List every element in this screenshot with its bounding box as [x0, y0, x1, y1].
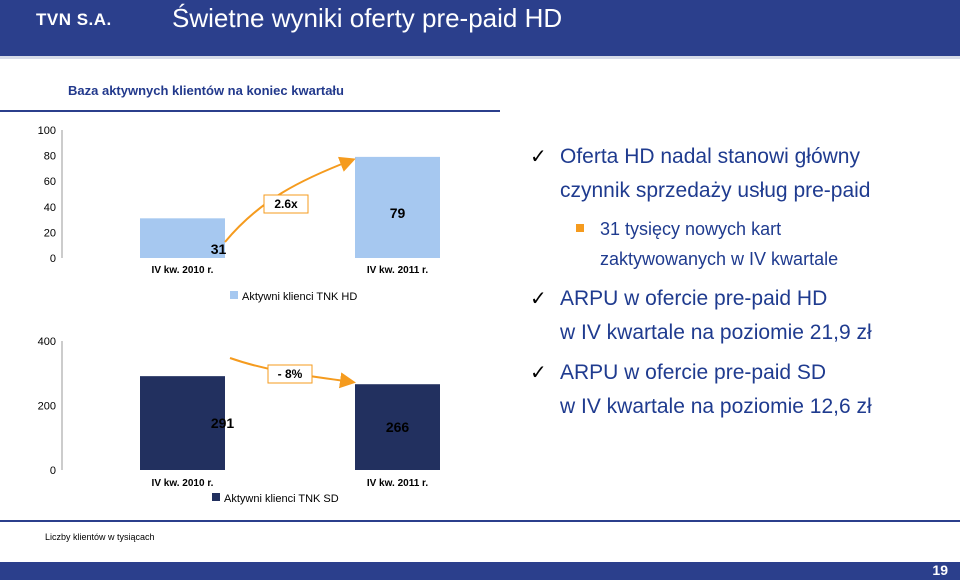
- bullet-list: ✓ Oferta HD nadal stanowi główny czynnik…: [530, 140, 950, 430]
- y-tick-label: 80: [44, 151, 56, 163]
- y-tick-label: 20: [44, 227, 56, 239]
- bar: [355, 384, 440, 470]
- y-tick-label: 0: [50, 465, 56, 477]
- y-tick-label: 40: [44, 202, 56, 214]
- bullet-3-line-2: w IV kwartale na poziomie 12,6 zł: [560, 395, 872, 418]
- checkmark-icon: ✓: [530, 146, 547, 168]
- category-label: IV kw. 2010 r.: [152, 265, 214, 276]
- bullet-2-line-1: ARPU w ofercie pre-paid HD: [560, 287, 828, 310]
- subtitle: Baza aktywnych klientów na koniec kwarta…: [68, 83, 344, 98]
- category-label: IV kw. 2011 r.: [367, 478, 429, 489]
- data-label: 291: [211, 415, 235, 431]
- square-bullet-icon: [576, 224, 584, 232]
- y-tick-label: 100: [38, 125, 56, 137]
- slide-title: Świetne wyniki oferty pre-paid HD: [172, 3, 563, 33]
- bottom-rule: [0, 520, 960, 522]
- bullet-1: ✓ Oferta HD nadal stanowi główny czynnik…: [530, 140, 950, 208]
- checkmark-icon: ✓: [530, 362, 547, 384]
- company-logo: TVN S.A.: [36, 10, 112, 29]
- bar: [355, 156, 440, 258]
- bullet-1-line-2: czynnik sprzedaży usług pre-paid: [560, 179, 871, 202]
- category-label: IV kw. 2010 r.: [152, 478, 214, 489]
- y-tick-label: 0: [50, 253, 56, 265]
- legend-swatch: [212, 493, 220, 501]
- legend-label: Aktywni klienci TNK SD: [224, 493, 339, 505]
- data-label: 79: [390, 205, 406, 221]
- annotation-label: - 8%: [278, 367, 303, 381]
- legend-swatch: [230, 291, 238, 299]
- bullet-3: ✓ ARPU w ofercie pre-paid SD w IV kwarta…: [530, 356, 950, 424]
- sub-bullet: 31 tysięcy nowych kart zaktywowanych w I…: [530, 214, 950, 274]
- sub-bullet-line-2: zaktywowanych w IV kwartale: [600, 249, 839, 269]
- hd-bar-chart: 0 20 40 60 80 100 31 IV kw. 2010 r. 79 IV kw. 201…: [38, 125, 440, 303]
- header-bar: TVN S.A. Świetne wyniki oferty pre-paid …: [0, 0, 960, 56]
- y-tick-label: 400: [38, 336, 56, 348]
- bullet-1-line-1: Oferta HD nadal stanowi główny: [560, 145, 860, 168]
- bar: [140, 376, 225, 470]
- charts-area: 0 20 40 60 80 100 31 IV kw. 2010 r. 79 IV kw. 201…: [38, 125, 440, 505]
- change-arrow: [224, 156, 356, 243]
- checkmark-icon: ✓: [530, 288, 547, 310]
- bullet-2: ✓ ARPU w ofercie pre-paid HD w IV kwarta…: [530, 282, 950, 350]
- data-label: 31: [211, 241, 227, 257]
- annotation-box: [267, 364, 313, 384]
- data-label: 266: [386, 419, 410, 435]
- header-rule: [0, 56, 960, 59]
- units-note: Liczby klientów w tysiącach: [45, 532, 155, 542]
- bullet-2-line-2: w IV kwartale na poziomie 21,9 zł: [560, 321, 872, 344]
- y-tick-label: 200: [38, 401, 56, 413]
- annotation-box: [263, 194, 309, 214]
- top-rule: [0, 110, 500, 112]
- annotation-label: 2.6x: [274, 197, 298, 211]
- category-label: IV kw. 2011 r.: [367, 265, 429, 276]
- bullet-3-line-1: ARPU w ofercie pre-paid SD: [560, 361, 827, 384]
- footer-bar: [0, 562, 960, 580]
- y-tick-label: 60: [44, 176, 56, 188]
- sd-bar-chart: 0 200 400 291 IV kw. 2010 r. 266 IV kw. 2011 r…: [38, 336, 440, 505]
- sub-bullet-line-1: 31 tysięcy nowych kart: [600, 219, 782, 239]
- bar: [140, 218, 225, 258]
- legend-label: Aktywni klienci TNK HD: [242, 291, 357, 303]
- page-number: 19: [932, 562, 948, 578]
